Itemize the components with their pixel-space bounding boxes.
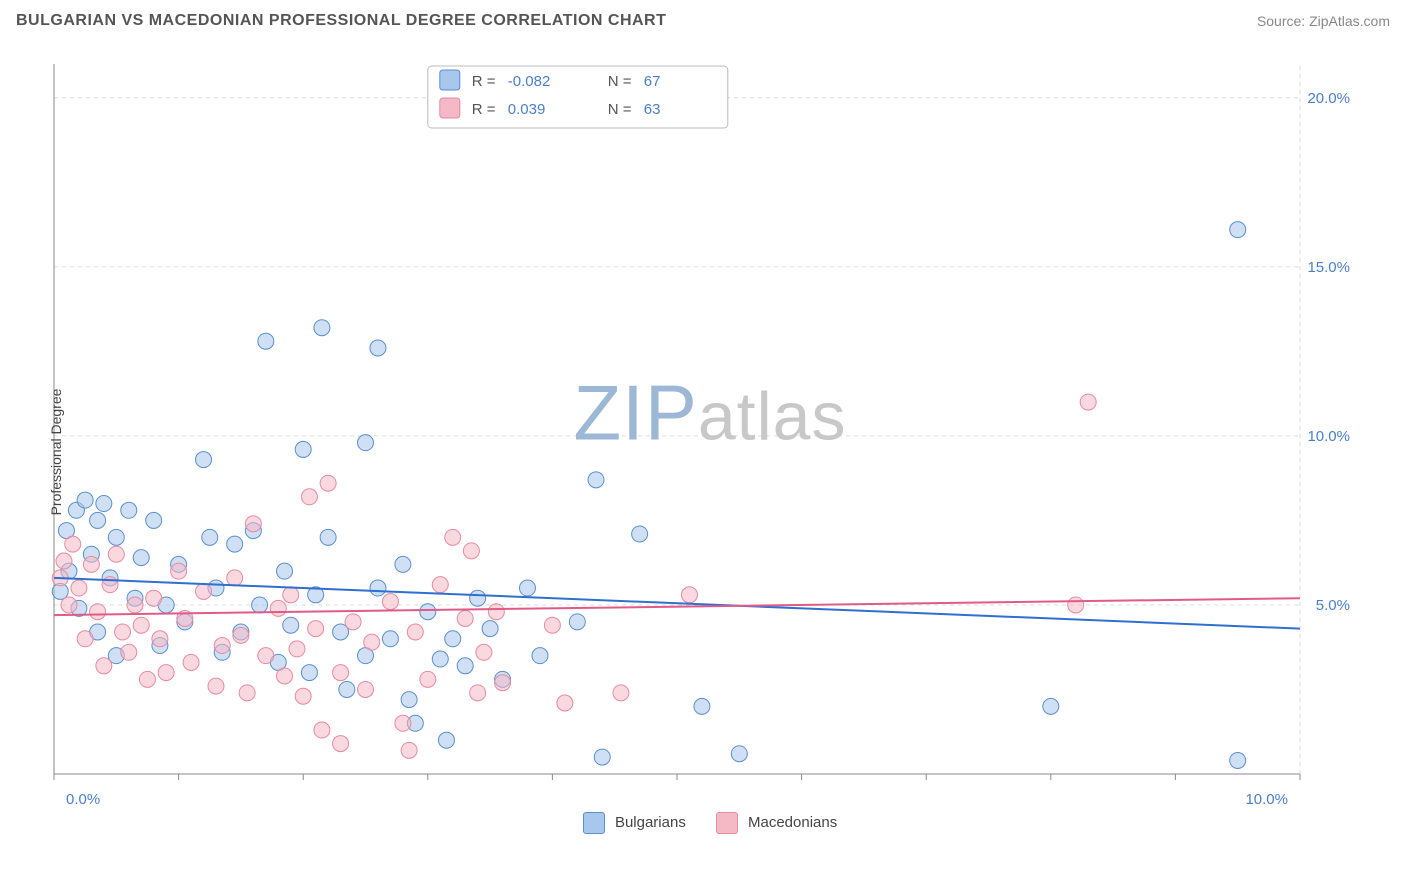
y-axis-label: Professional Degree (48, 389, 64, 516)
swatch-icon (583, 812, 605, 834)
chart-title: BULGARIAN VS MACEDONIAN PROFESSIONAL DEG… (16, 12, 666, 30)
legend-item-bulgarians: Bulgarians (583, 812, 686, 834)
svg-text:10.0%: 10.0% (1245, 791, 1288, 808)
svg-text:N =: N = (608, 73, 632, 90)
chart-header: BULGARIAN VS MACEDONIAN PROFESSIONAL DEG… (0, 0, 1406, 38)
legend-label: Bulgarians (615, 814, 686, 831)
svg-text:15.0%: 15.0% (1307, 259, 1350, 276)
svg-text:-0.082: -0.082 (508, 73, 551, 90)
svg-text:67: 67 (644, 73, 661, 90)
chart-source: Source: ZipAtlas.com (1257, 13, 1390, 29)
svg-text:5.0%: 5.0% (1316, 597, 1350, 614)
svg-text:0.0%: 0.0% (66, 791, 100, 808)
svg-text:20.0%: 20.0% (1307, 90, 1350, 107)
swatch-icon (716, 812, 738, 834)
svg-text:N =: N = (608, 101, 632, 118)
svg-text:10.0%: 10.0% (1307, 428, 1350, 445)
svg-text:R =: R = (472, 73, 496, 90)
chart-area: Professional Degree 5.0% 10.0% 15.0% 20.0% 0… (50, 54, 1370, 834)
svg-text:0.039: 0.039 (508, 101, 546, 118)
bottom-legend: Bulgarians Macedonians (50, 812, 1370, 834)
scatter-chart-svg: 5.0% 10.0% 15.0% 20.0% 0.0% 10.0% R = -0.082 N =… (50, 54, 1370, 834)
legend-label: Macedonians (748, 814, 837, 831)
svg-text:R =: R = (472, 101, 496, 118)
svg-text:63: 63 (644, 101, 661, 118)
legend-item-macedonians: Macedonians (716, 812, 837, 834)
